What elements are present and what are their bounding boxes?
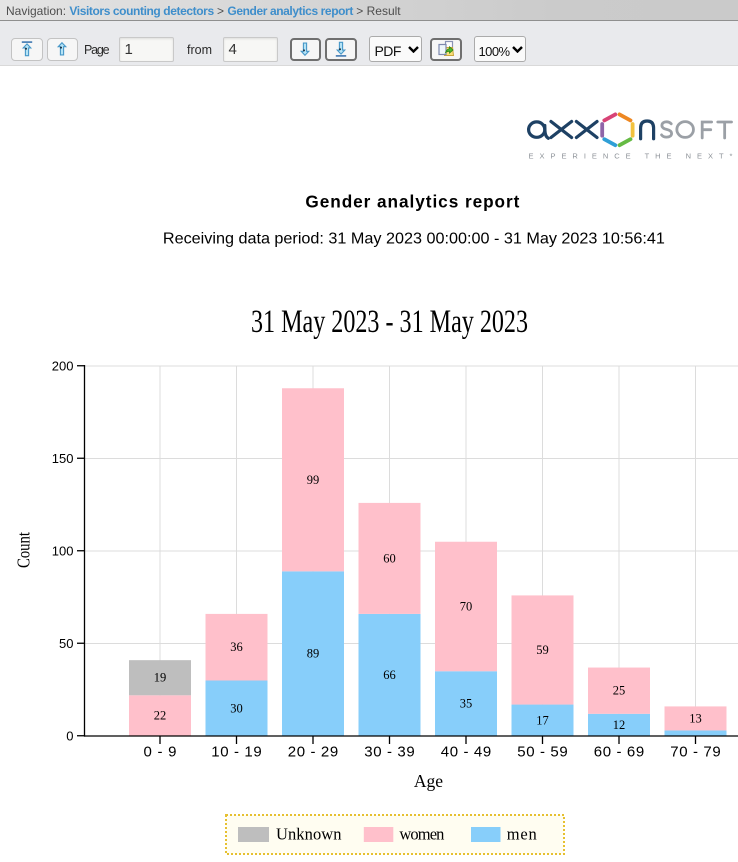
svg-text:59: 59: [536, 643, 549, 657]
svg-text:EXPERIENCE THE NEXT*: EXPERIENCE THE NEXT*: [529, 152, 738, 161]
svg-text:40 - 49: 40 - 49: [441, 744, 491, 761]
svg-text:17: 17: [536, 713, 549, 727]
svg-text:0 - 9: 0 - 9: [144, 744, 177, 761]
svg-text:13: 13: [689, 711, 702, 725]
svg-text:36: 36: [230, 640, 243, 654]
svg-text:31 May 2023 - 31 May 2023: 31 May 2023 - 31 May 2023: [251, 304, 528, 340]
svg-text:Unknown: Unknown: [276, 825, 342, 844]
svg-text:89: 89: [307, 647, 320, 661]
svg-text:100: 100: [52, 543, 74, 558]
svg-text:99: 99: [307, 473, 320, 487]
svg-text:50 - 59: 50 - 59: [517, 744, 567, 761]
svg-text:50: 50: [59, 636, 73, 651]
svg-text:150: 150: [52, 451, 74, 466]
svg-text:Receiving data period: 31 May: Receiving data period: 31 May 2023 00:00…: [163, 231, 665, 248]
svg-text:men: men: [507, 825, 537, 844]
svg-text:Count: Count: [14, 532, 34, 568]
svg-text:200: 200: [52, 358, 74, 373]
svg-text:20 - 29: 20 - 29: [288, 744, 338, 761]
svg-text:70 - 79: 70 - 79: [670, 744, 720, 761]
svg-text:25: 25: [613, 684, 626, 698]
svg-text:19: 19: [154, 671, 167, 685]
svg-text:10 - 19: 10 - 19: [211, 744, 261, 761]
svg-text:66: 66: [383, 668, 396, 682]
svg-text:30 - 39: 30 - 39: [364, 744, 414, 761]
svg-text:Age: Age: [414, 771, 443, 791]
svg-text:70: 70: [460, 600, 473, 614]
svg-text:60 - 69: 60 - 69: [594, 744, 644, 761]
svg-text:Gender analytics report: Gender analytics report: [305, 192, 519, 212]
svg-text:60: 60: [383, 551, 396, 565]
svg-text:35: 35: [460, 697, 473, 711]
svg-text:women: women: [399, 825, 444, 844]
svg-text:12: 12: [613, 718, 626, 732]
svg-text:30: 30: [230, 701, 243, 715]
svg-text:0: 0: [66, 728, 73, 743]
svg-text:22: 22: [154, 709, 167, 723]
